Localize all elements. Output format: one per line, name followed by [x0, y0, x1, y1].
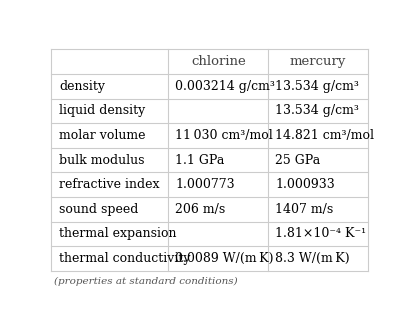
Text: thermal expansion: thermal expansion	[59, 228, 177, 240]
Text: refractive index: refractive index	[59, 178, 160, 191]
Text: 11 030 cm³/mol: 11 030 cm³/mol	[175, 129, 273, 142]
Text: chlorine: chlorine	[191, 55, 246, 68]
Text: 13.534 g/cm³: 13.534 g/cm³	[275, 104, 359, 117]
Text: 1.000933: 1.000933	[275, 178, 335, 191]
Text: (properties at standard conditions): (properties at standard conditions)	[54, 276, 238, 285]
Text: bulk modulus: bulk modulus	[59, 154, 145, 166]
Text: 0.003214 g/cm³: 0.003214 g/cm³	[175, 80, 275, 93]
Text: density: density	[59, 80, 106, 93]
Text: 206 m/s: 206 m/s	[175, 203, 226, 216]
Text: liquid density: liquid density	[59, 104, 146, 117]
Text: mercury: mercury	[290, 55, 346, 68]
Text: 1.1 GPa: 1.1 GPa	[175, 154, 225, 166]
Text: 1407 m/s: 1407 m/s	[275, 203, 333, 216]
Text: 13.534 g/cm³: 13.534 g/cm³	[275, 80, 359, 93]
Text: 1.81×10⁻⁴ K⁻¹: 1.81×10⁻⁴ K⁻¹	[275, 228, 366, 240]
Text: 25 GPa: 25 GPa	[275, 154, 321, 166]
Text: 14.821 cm³/mol: 14.821 cm³/mol	[275, 129, 374, 142]
Text: 0.0089 W/(m K): 0.0089 W/(m K)	[175, 252, 274, 265]
Text: molar volume: molar volume	[59, 129, 146, 142]
Text: sound speed: sound speed	[59, 203, 139, 216]
Text: 1.000773: 1.000773	[175, 178, 235, 191]
Text: 8.3 W/(m K): 8.3 W/(m K)	[275, 252, 350, 265]
Text: thermal conductivity: thermal conductivity	[59, 252, 191, 265]
